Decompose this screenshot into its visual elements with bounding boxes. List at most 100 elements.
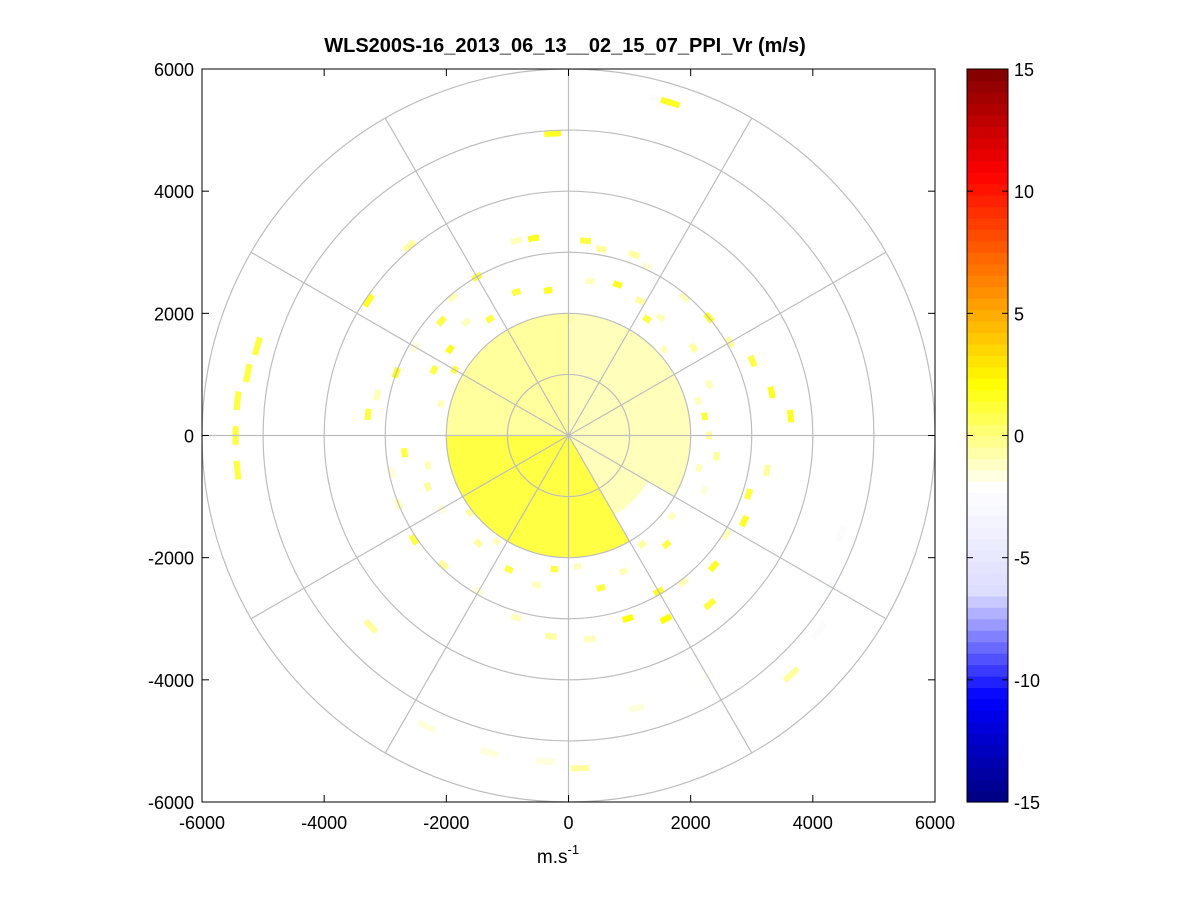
colorbar-step-51 xyxy=(967,206,1008,219)
colorbar-step-42 xyxy=(967,309,1008,322)
colorbar-step-20 xyxy=(967,561,1008,574)
y-tick-label-0: -6000 xyxy=(148,793,194,813)
x-tick-label-6: 6000 xyxy=(915,813,955,833)
colorbar-step-35 xyxy=(967,389,1008,402)
velocity-cell-65 xyxy=(429,364,439,375)
velocity-cell-92 xyxy=(479,747,499,758)
velocity-cell-16 xyxy=(446,291,459,304)
velocity-cell-44 xyxy=(401,447,409,458)
velocity-cell-93 xyxy=(417,719,437,734)
y-tick-label-6: 6000 xyxy=(154,60,194,80)
grid-spoke-8 xyxy=(250,434,569,620)
colorbar-step-45 xyxy=(967,275,1008,288)
velocity-cell-31 xyxy=(721,528,732,541)
colorbar-step-59 xyxy=(967,114,1008,127)
velocity-cell-6 xyxy=(233,391,242,411)
velocity-cell-55 xyxy=(700,485,709,496)
velocity-cell-41 xyxy=(408,533,420,546)
velocity-cell-96 xyxy=(659,613,673,625)
velocity-sector-layer xyxy=(446,313,691,558)
velocity-cell-20 xyxy=(373,388,382,401)
velocity-cell-80 xyxy=(465,507,475,518)
colorbar-step-27 xyxy=(967,481,1008,494)
y-tick-label-3: 0 xyxy=(184,427,194,447)
velocity-cell-50 xyxy=(655,312,666,323)
velocity-cell-84 xyxy=(835,526,847,544)
colorbar-step-15 xyxy=(967,618,1008,631)
colorbar-step-62 xyxy=(967,80,1008,93)
colorbar-step-25 xyxy=(967,504,1008,517)
x-tick-label-4: 2000 xyxy=(671,813,711,833)
velocity-cell-61 xyxy=(473,538,484,548)
y-tick-label-5: 4000 xyxy=(154,182,194,202)
colorbar-step-30 xyxy=(967,446,1008,460)
velocity-cell-86 xyxy=(810,622,827,640)
velocity-cell-75 xyxy=(667,511,677,522)
colorbar-tick-label-5: 10 xyxy=(1014,182,1034,202)
colorbar-step-29 xyxy=(967,458,1008,471)
velocity-cell-67 xyxy=(461,316,472,328)
colorbar-tick-label-6: 15 xyxy=(1014,60,1034,80)
colorbar-step-61 xyxy=(967,91,1008,104)
velocity-cell-27 xyxy=(786,409,795,423)
velocity-cell-87 xyxy=(782,666,801,683)
colorbar: -15 -10 -5 0 5 10 15 xyxy=(966,60,1040,813)
velocity-cell-69 xyxy=(402,239,417,253)
colorbar-step-13 xyxy=(967,641,1008,654)
grid-spoke-2 xyxy=(568,251,887,437)
velocity-cell-33 xyxy=(677,576,690,588)
colorbar-step-48 xyxy=(967,240,1008,253)
velocity-cell-4 xyxy=(251,336,263,356)
velocity-sector-3 xyxy=(446,435,630,558)
velocity-cell-56 xyxy=(661,539,672,550)
colorbar-step-56 xyxy=(967,149,1008,162)
velocity-cell-45 xyxy=(511,287,522,297)
velocity-cell-38 xyxy=(510,613,523,622)
colorbar-tick-label-2: -5 xyxy=(1014,549,1030,569)
colorbar-step-24 xyxy=(967,515,1008,528)
colorbar-step-37 xyxy=(967,366,1008,379)
colorbar-step-36 xyxy=(967,378,1008,391)
grid-spoke-1 xyxy=(567,117,753,436)
y-tick-label-4: 2000 xyxy=(154,304,194,324)
velocity-cell-35 xyxy=(621,613,635,624)
velocity-sector-0 xyxy=(446,313,569,436)
velocity-cell-52 xyxy=(704,379,714,390)
colorbar-step-49 xyxy=(967,229,1008,242)
colorbar-step-5 xyxy=(967,733,1008,746)
velocity-sector-1 xyxy=(568,313,691,497)
velocity-cell-2 xyxy=(544,130,562,138)
velocity-cell-73 xyxy=(701,412,709,421)
colorbar-step-32 xyxy=(967,424,1008,437)
velocity-cell-79 xyxy=(492,537,502,547)
colorbar-step-52 xyxy=(967,194,1008,208)
colorbar-step-1 xyxy=(967,779,1008,792)
colorbar-step-60 xyxy=(967,103,1008,116)
velocity-cell-47 xyxy=(585,277,595,285)
velocity-cell-13 xyxy=(628,250,641,260)
velocity-cell-54 xyxy=(713,451,721,461)
velocity-cell-89 xyxy=(628,703,645,713)
colorbar-ticks: -15 -10 -5 0 5 10 15 xyxy=(967,60,1040,813)
colorbar-step-23 xyxy=(967,527,1008,540)
colorbar-step-7 xyxy=(967,710,1008,723)
colorbar-step-6 xyxy=(967,721,1008,734)
colorbar-step-12 xyxy=(967,653,1008,666)
x-tick-label-2: -2000 xyxy=(423,813,469,833)
colorbar-step-31 xyxy=(967,435,1008,448)
velocity-cell-46 xyxy=(543,286,553,294)
velocity-cell-26 xyxy=(767,385,776,399)
velocity-cell-32 xyxy=(707,560,720,573)
velocity-cell-74 xyxy=(694,463,703,473)
colorbar-step-16 xyxy=(967,607,1008,620)
velocity-cell-64 xyxy=(424,460,432,470)
polar-grid xyxy=(202,69,935,802)
x-tick-label-3: 0 xyxy=(563,813,573,833)
velocity-cell-51 xyxy=(688,342,699,354)
colorbar-step-14 xyxy=(967,630,1008,643)
velocity-cell-25 xyxy=(747,354,758,368)
colorbar-step-21 xyxy=(967,550,1008,563)
colorbar-step-53 xyxy=(967,183,1008,196)
colorbar-step-26 xyxy=(967,492,1008,505)
